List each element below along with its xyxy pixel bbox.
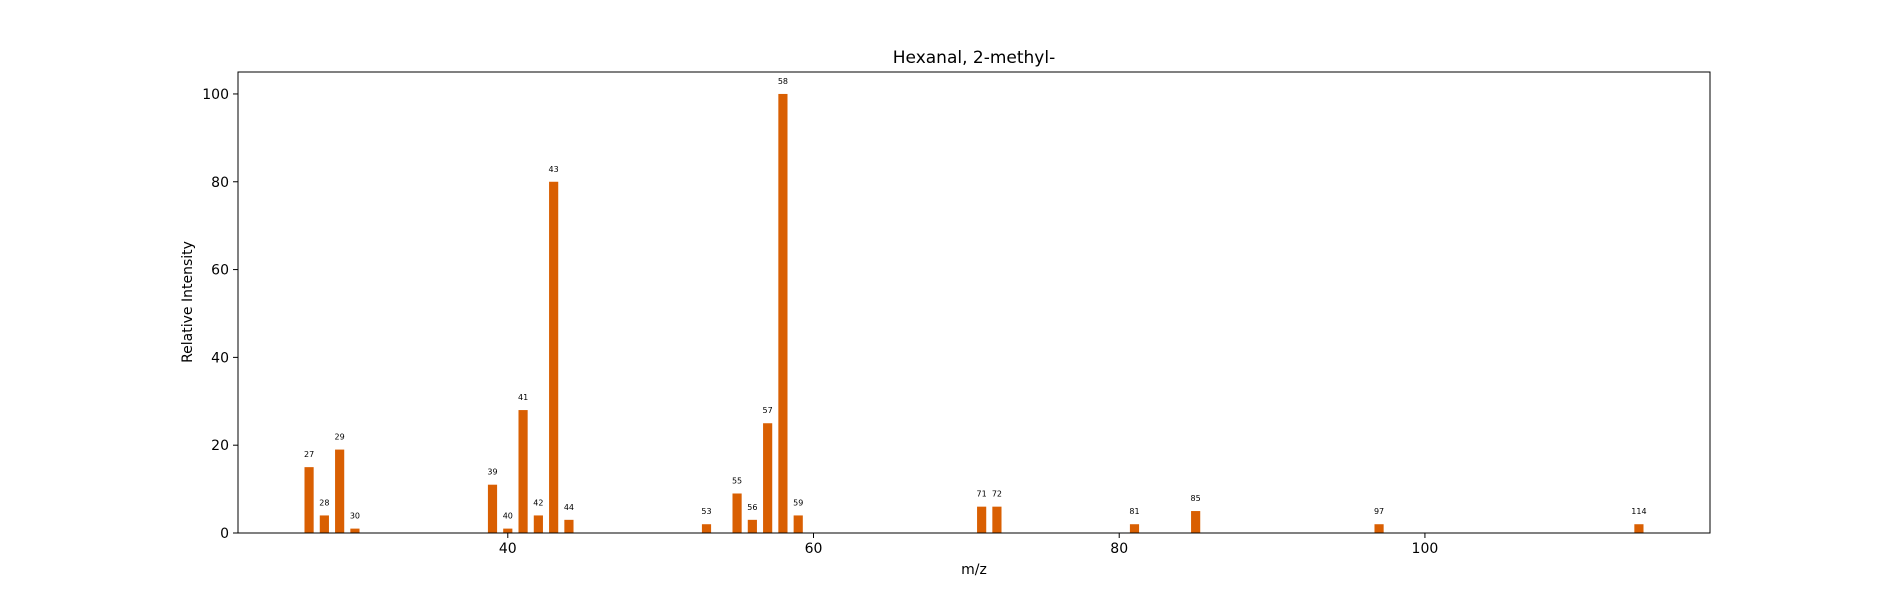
bar-mz-42 [533, 515, 543, 533]
bar-mz-55 [732, 493, 742, 533]
bar-label-mz-72: 72 [992, 490, 1002, 499]
bar-mz-27 [304, 467, 314, 533]
bar-label-mz-56: 56 [747, 503, 757, 512]
bar-mz-29 [335, 449, 345, 533]
bar-mz-30 [350, 528, 360, 533]
bar-label-mz-85: 85 [1191, 494, 1201, 503]
bar-label-mz-58: 58 [778, 77, 788, 86]
bar-mz-39 [487, 484, 498, 533]
bar-label-mz-81: 81 [1129, 507, 1139, 516]
y-tick-label: 100 [202, 87, 229, 103]
y-axis: 0 20 40 60 80 100 [202, 87, 238, 542]
x-axis: 40 60 80 100 [499, 533, 1438, 557]
bar-label-mz-42: 42 [533, 498, 543, 507]
bar-label-mz-53: 53 [701, 507, 711, 516]
bar-mz-72 [992, 506, 1002, 533]
x-tick-label: 80 [1110, 541, 1128, 557]
bar-label-mz-41: 41 [518, 393, 528, 402]
bar-labels-group: 27 28 29 30 39 40 41 42 43 44 53 55 56 57 58 59 71 72 81 85… [304, 77, 1647, 521]
chart-title: Hexanal, 2-methyl- [893, 48, 1055, 68]
bar-mz-85 [1191, 511, 1201, 533]
bar-mz-53 [701, 524, 712, 533]
bar-mz-56 [747, 519, 757, 533]
bar-label-mz-57: 57 [763, 406, 773, 415]
plot-frame [237, 71, 1711, 534]
y-tick-label: 60 [211, 263, 229, 279]
x-tick-label: 40 [499, 541, 517, 557]
bar-label-mz-71: 71 [977, 490, 987, 499]
bar-mz-71 [977, 506, 987, 533]
bar-mz-97 [1374, 524, 1384, 533]
bar-label-mz-114: 114 [1631, 507, 1646, 516]
bar-mz-81 [1129, 524, 1140, 533]
x-tick-label: 100 [1412, 541, 1439, 557]
bar-label-mz-97: 97 [1374, 507, 1384, 516]
bar-mz-43 [549, 181, 559, 533]
bar-mz-58 [778, 93, 788, 533]
bar-mz-44 [564, 519, 574, 533]
y-tick-label: 0 [220, 526, 229, 542]
bar-label-mz-59: 59 [793, 498, 803, 507]
y-tick-label: 20 [211, 438, 229, 454]
bar-mz-28 [319, 515, 329, 533]
bar-mz-57 [763, 423, 773, 533]
bar-label-mz-28: 28 [319, 498, 329, 507]
x-axis-label: m/z [961, 562, 987, 578]
bar-mz-41 [518, 410, 528, 533]
bar-label-mz-43: 43 [549, 165, 559, 174]
y-axis-label: Relative Intensity [180, 241, 196, 363]
x-tick-label: 60 [805, 541, 823, 557]
y-tick-label: 40 [211, 350, 229, 366]
bar-label-mz-27: 27 [304, 450, 314, 459]
bar-mz-114 [1634, 524, 1644, 533]
bar-label-mz-30: 30 [350, 512, 360, 521]
bar-label-mz-39: 39 [487, 468, 497, 477]
bar-mz-59 [793, 515, 803, 533]
bar-label-mz-44: 44 [564, 503, 574, 512]
y-tick-label: 80 [211, 175, 229, 191]
bars-group [304, 93, 1644, 533]
bar-label-mz-55: 55 [732, 476, 742, 485]
bar-label-mz-40: 40 [503, 512, 513, 521]
bar-label-mz-29: 29 [335, 433, 345, 442]
bar-mz-40 [503, 528, 513, 533]
